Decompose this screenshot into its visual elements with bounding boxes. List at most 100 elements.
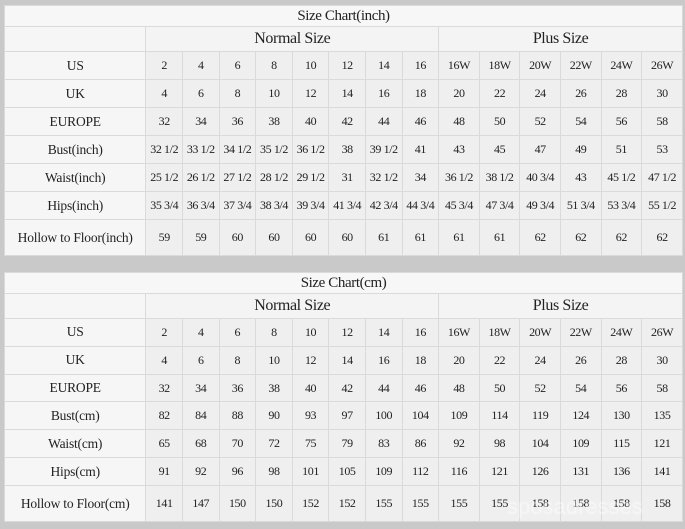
- size-cell: 36: [218, 107, 257, 136]
- size-cell: 90: [255, 401, 293, 431]
- size-cell: 49 3/4: [519, 191, 561, 220]
- size-cell: 62: [600, 219, 643, 256]
- size-cell: 18: [401, 79, 440, 108]
- size-cell: 36: [218, 373, 257, 403]
- size-cell: 36 1/2: [291, 135, 330, 164]
- size-cell: 32: [145, 107, 183, 136]
- size-cell: 60: [328, 219, 366, 256]
- size-cell: 131: [559, 457, 602, 486]
- size-cell: 39 3/4: [291, 191, 330, 220]
- table-row: UK 4 6 8 10 12 14 16 18 20 22 24 26 28 30: [3, 345, 683, 375]
- size-cell: 52: [519, 107, 561, 136]
- size-cell: 88: [218, 401, 257, 431]
- size-cell: 155: [364, 485, 403, 522]
- size-cell: 28 1/2: [255, 163, 293, 192]
- size-chart-cm: Size Chart(cm) Normal Size Plus Size US 2 4 6 8…: [3, 272, 683, 522]
- size-cell: 56: [600, 107, 643, 136]
- table-row: UK 4 6 8 10 12 14 16 18 20 22 24 26 28 30: [3, 79, 683, 108]
- size-cell: 150: [255, 485, 293, 522]
- size-cell: 32 1/2: [145, 135, 183, 164]
- table-row: Hollow to Floor(cm) 141 147 150 150 152 152 155…: [3, 485, 683, 522]
- size-cell: 124: [559, 401, 602, 431]
- size-cell: 36 3/4: [182, 191, 220, 220]
- size-cell: 92: [181, 457, 220, 486]
- size-chart-inch: Size Chart(inch) Normal Size Plus Size US 2 4…: [3, 5, 683, 256]
- size-cell: 53: [641, 135, 683, 164]
- size-cell: 34: [182, 107, 220, 136]
- row-label: Waist(cm): [3, 429, 147, 459]
- size-cell: 155: [438, 485, 480, 522]
- size-cell: 121: [478, 457, 521, 486]
- size-cell: 26 1/2: [182, 163, 220, 192]
- size-cell: 42 3/4: [364, 191, 403, 220]
- size-cell: 135: [641, 401, 683, 431]
- size-cell: 30: [641, 79, 683, 108]
- size-cell: 38 3/4: [255, 191, 293, 220]
- size-cell: 28: [600, 79, 643, 108]
- size-cell: 52: [519, 373, 561, 403]
- row-label: US: [3, 51, 147, 80]
- size-cell: 130: [600, 401, 643, 431]
- size-cell: 16W: [438, 318, 480, 347]
- size-cell: 44: [364, 373, 403, 403]
- size-cell: 26: [559, 79, 602, 108]
- size-cell: 43: [438, 135, 480, 164]
- size-cell: 8: [255, 51, 293, 80]
- size-cell: 48: [438, 373, 480, 403]
- table-row: EUROPE 32 34 36 38 40 42 44 46 48 50 52 54 56 58: [3, 107, 683, 136]
- size-cell: 50: [478, 373, 521, 403]
- size-cell: 22: [478, 345, 521, 375]
- table-row: EUROPE 32 34 36 38 40 42 44 46 48 50 52 54 56 58: [3, 373, 683, 403]
- size-cell: 61: [438, 219, 480, 256]
- size-cell: 49: [559, 135, 602, 164]
- size-cell: 51: [600, 135, 643, 164]
- size-cell: 33 1/2: [182, 135, 220, 164]
- size-cell: 105: [328, 457, 366, 486]
- size-cell: 53 3/4: [600, 191, 643, 220]
- table-row: Waist(inch) 25 1/2 26 1/2 27 1/2 28 1/2 29 1/…: [3, 163, 683, 192]
- size-cell: 158: [519, 485, 561, 522]
- size-cell: 84: [181, 401, 220, 431]
- table-row: US 2 4 6 8 10 12 14 16 16W 18W 20W 22W 24W 26W: [3, 51, 683, 80]
- size-cell: 10: [291, 51, 330, 80]
- size-cell: 45 1/2: [600, 163, 643, 192]
- size-cell: 22W: [559, 318, 602, 347]
- size-cell: 24W: [600, 51, 643, 80]
- row-label: UK: [3, 79, 147, 108]
- size-cell: 40 3/4: [519, 163, 561, 192]
- size-cell: 18: [401, 345, 440, 375]
- size-cell: 12: [291, 79, 330, 108]
- size-cell: 58: [641, 107, 683, 136]
- size-cell: 41: [401, 135, 440, 164]
- table-row: Bust(cm) 82 84 88 90 93 97 100 104 109 114 119 124 13…: [3, 401, 683, 431]
- normal-size-header: Normal Size: [145, 26, 440, 52]
- size-cell: 6: [181, 345, 220, 375]
- table-row: US 2 4 6 8 10 12 14 16 16W 18W 20W 22W 24W 26W: [3, 318, 683, 347]
- size-cell: 8: [218, 79, 257, 108]
- size-cell: 14: [328, 345, 366, 375]
- size-cell: 100: [364, 401, 403, 431]
- size-cell: 83: [364, 429, 403, 459]
- size-cell: 152: [291, 485, 330, 522]
- size-cell: 20: [438, 345, 480, 375]
- size-cell: 42: [328, 373, 366, 403]
- table-row: Hips(cm) 91 92 96 98 101 105 109 112 116 121 126 131…: [3, 457, 683, 486]
- size-cell: 45 3/4: [438, 191, 480, 220]
- size-cell: 12: [291, 345, 330, 375]
- size-cell: 141: [641, 457, 683, 486]
- size-cell: 141: [145, 485, 183, 522]
- chart-title: Size Chart(inch): [4, 5, 683, 27]
- size-cell: 62: [519, 219, 561, 256]
- size-cell: 60: [291, 219, 330, 256]
- size-cell: 147: [181, 485, 220, 522]
- plus-size-header: Plus Size: [438, 293, 683, 319]
- size-cell: 126: [519, 457, 561, 486]
- size-cell: 41 3/4: [328, 191, 366, 220]
- size-cell: 38: [328, 135, 366, 164]
- size-cell: 4: [145, 79, 183, 108]
- size-cell: 61: [478, 219, 521, 256]
- size-cell: 38: [255, 373, 293, 403]
- size-cell: 40: [291, 107, 330, 136]
- size-cell: 12: [328, 318, 366, 347]
- size-cell: 32: [145, 373, 183, 403]
